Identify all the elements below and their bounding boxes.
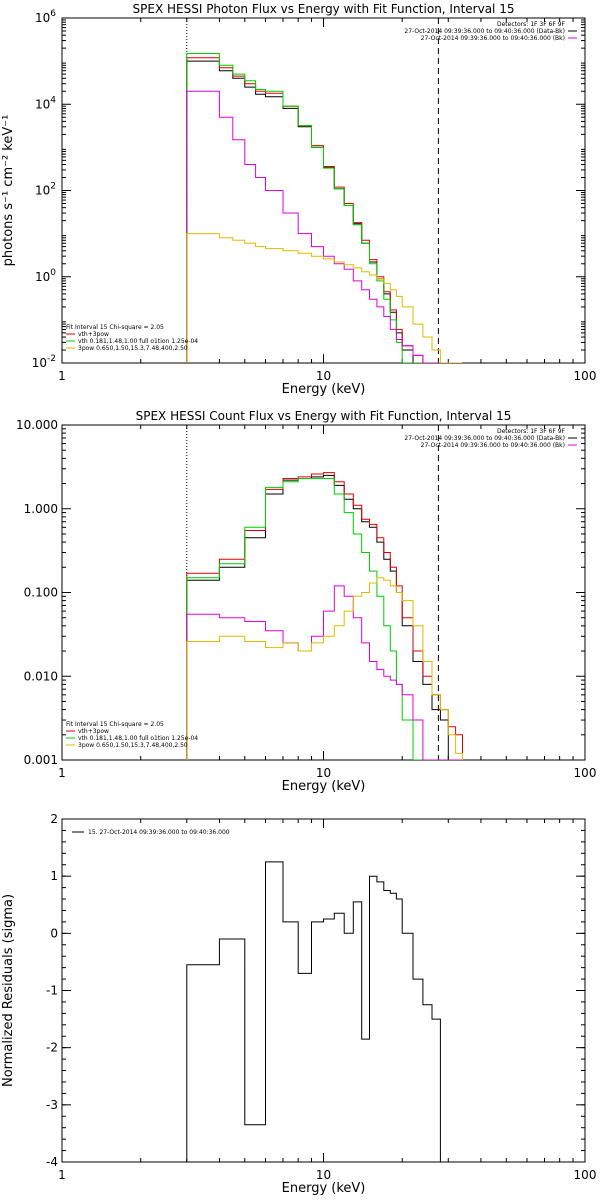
y-tick-label: 10.000 <box>16 418 58 432</box>
y-tick-label: 0 <box>50 926 58 940</box>
legend-entry: vth 0.181,1.48,1.00 full o1tion 1.25e-04 <box>78 735 198 742</box>
chart-3: 1 10 100 -4 -3 -2 -1 0 1 2 Energy (keV) Normalized … <box>1 812 596 1196</box>
y-tick-label: 10-2 <box>32 354 56 370</box>
y-tick-label: -1 <box>46 984 58 998</box>
series-black-line <box>186 60 463 363</box>
y-tick-label: 0.001 <box>24 753 58 767</box>
legend-entry: 27-Oct-2014 09:39:36.000 to 09:40:36.000… <box>421 442 565 449</box>
legend-entry: 3pow 0.650,1.50,15.3,7.48,400,2.50 <box>78 742 188 749</box>
legend-entry: vth 0.181,1.48,1.00 full o1tion 1.25e-04 <box>78 338 198 345</box>
series-yellow-line <box>186 577 463 760</box>
series-red-line <box>186 472 463 760</box>
y-axis-label: photons s⁻¹ cm⁻² keV⁻¹ <box>1 115 16 267</box>
y-axis-label: Normalized Residuals (sigma) <box>1 894 16 1087</box>
y-tick-label: 104 <box>35 95 56 111</box>
series-yellow-line <box>186 233 463 363</box>
legend-entry: Detectors: 1F 3F 6F 9F <box>497 428 566 435</box>
y-tick-label: 106 <box>35 9 56 25</box>
series-magenta-line <box>186 90 463 363</box>
series-magenta-line <box>186 585 463 760</box>
x-tick-label: 1 <box>58 369 66 383</box>
x-tick-label: 10 <box>316 1168 331 1182</box>
y-tick-label: 1 <box>50 869 58 883</box>
chart-1: SPEX HESSI Photon Flux vs Energy with Fi… <box>1 2 596 397</box>
series-group <box>186 53 463 363</box>
legend-entry: Fit Interval 15 Chi-square = 2.05 <box>66 721 164 728</box>
legend-entry: 27-Oct-2014 09:39:36.000 to 09:40:36.000… <box>404 435 565 442</box>
plot-frame <box>61 818 586 1163</box>
y-tick-label: -4 <box>46 1155 58 1169</box>
y-tick-label: 1.000 <box>24 502 58 516</box>
y-tick-label: 2 <box>50 812 58 826</box>
chart-2: SPEX HESSI Count Flux vs Energy with Fit… <box>16 409 596 794</box>
legend-entry: 27-Oct-2014 09:39:36.000 to 09:40:36.000… <box>404 28 565 35</box>
x-tick-label: 1 <box>58 1168 66 1182</box>
y-tick-label: 0.010 <box>24 669 58 683</box>
series-group <box>186 472 463 760</box>
x-tick-label: 100 <box>574 1168 597 1182</box>
plot-frame <box>61 17 586 364</box>
y-tick-label: -3 <box>46 1098 58 1112</box>
y-tick-label: 102 <box>35 182 56 198</box>
chart-title: SPEX HESSI Count Flux vs Energy with Fit… <box>136 409 512 423</box>
legend-entry: 15. 27-Oct-2014 09:39:36.000 to 09:40:36… <box>88 829 230 836</box>
series-black-line <box>186 861 441 1162</box>
series-group <box>186 861 441 1162</box>
x-tick-label: 1 <box>58 766 66 780</box>
y-tick-label: 0.100 <box>24 586 58 600</box>
x-axis-label: Energy (keV) <box>282 1181 366 1196</box>
legend-entry: 3pow 0.650,1.50,15.3,7.48,400,2.50 <box>78 345 188 352</box>
legend-entry: 27-Oct-2014 09:39:36.000 to 09:40:36.000… <box>421 35 565 42</box>
x-tick-label: 10 <box>316 369 331 383</box>
legend-entry: vth+3pow <box>78 331 109 338</box>
x-tick-label: 10 <box>316 766 331 780</box>
series-black-line <box>186 474 463 760</box>
legend-entry: Detectors: 1F 3F 6F 9F <box>497 21 566 28</box>
x-axis-label: Energy (keV) <box>282 382 366 397</box>
x-tick-label: 100 <box>574 766 597 780</box>
y-tick-label: -2 <box>46 1041 58 1055</box>
series-green-line <box>186 53 463 363</box>
chart-title: SPEX HESSI Photon Flux vs Energy with Fi… <box>133 2 515 16</box>
series-green-line <box>186 478 463 760</box>
series-red-line <box>186 57 463 363</box>
legend-entry: Fit Interval 15 Chi-square = 2.05 <box>66 324 164 331</box>
y-tick-label: 100 <box>35 268 56 284</box>
x-axis-label: Energy (keV) <box>282 779 366 794</box>
legend-entry: vth+3pow <box>78 728 109 735</box>
x-tick-label: 100 <box>574 369 597 383</box>
